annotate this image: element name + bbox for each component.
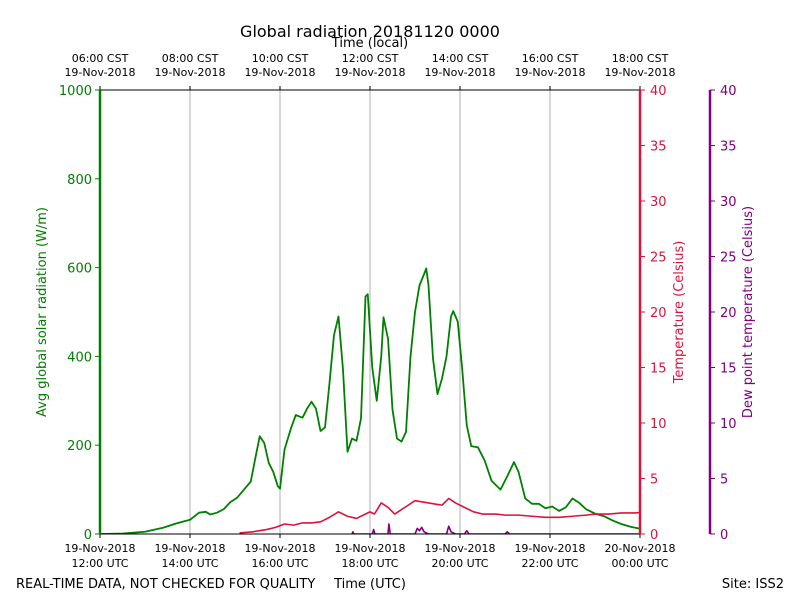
right2-tick-label: 5 [720,473,728,488]
x-tick-time: 22:00 UTC [521,557,578,570]
top-tick-time: 08:00 CST [162,52,219,65]
right-tick-label: 10 [650,417,667,432]
right-tick-label: 20 [650,306,667,321]
left-tick-label: 1000 [59,84,92,99]
right-tick-label: 30 [650,195,667,210]
top-tick-date: 19-Nov-2018 [604,66,675,79]
series-line-2 [239,497,640,534]
quality-footer: REAL-TIME DATA, NOT CHECKED FOR QUALITY [16,577,315,592]
left-axis-label: Avg global solar radiation (W/m) [35,207,50,417]
left-tick-label: 200 [67,439,92,454]
series-layer [100,267,640,534]
x-tick-date: 19-Nov-2018 [154,542,225,555]
right-tick-label: 5 [650,473,658,488]
right2-axis-label: Dew point temperature (Celsius) [741,206,756,418]
site-footer: Site: ISS2 [722,577,784,592]
axis-ticks: 19-Nov-2018 12:00 UTC 19-Nov-2018 14:00 UTC… [59,52,737,570]
right-axis-label: Temperature (Celsius) [672,241,687,385]
x-tick-date: 19-Nov-2018 [64,542,135,555]
x-tick-time: 12:00 UTC [71,557,128,570]
left-tick-label: 600 [67,262,92,277]
top-tick-date: 19-Nov-2018 [64,66,135,79]
left-tick-label: 800 [67,173,92,188]
x-tick-date: 19-Nov-2018 [244,542,315,555]
right2-tick-label: 10 [720,417,737,432]
x-tick-date: 19-Nov-2018 [334,542,405,555]
chart-title: Global radiation 20181120 0000 [240,22,500,41]
top-axis-label: Time (local) [331,36,408,51]
right-tick-label: 0 [650,528,658,543]
x-tick-date: 20-Nov-2018 [604,542,675,555]
top-tick-date: 19-Nov-2018 [424,66,495,79]
x-tick-date: 19-Nov-2018 [514,542,585,555]
top-tick-date: 19-Nov-2018 [154,66,225,79]
right2-tick-label: 40 [720,84,737,99]
right-tick-label: 40 [650,84,667,99]
right2-tick-label: 30 [720,195,737,210]
top-tick-time: 18:00 CST [612,52,669,65]
x-tick-date: 19-Nov-2018 [424,542,495,555]
x-tick-time: 00:00 UTC [611,557,668,570]
top-tick-date: 19-Nov-2018 [244,66,315,79]
top-tick-date: 19-Nov-2018 [334,66,405,79]
right2-tick-label: 25 [720,251,737,266]
x-tick-time: 16:00 UTC [251,557,308,570]
right2-tick-label: 35 [720,140,737,155]
right-tick-label: 35 [650,140,667,155]
right2-tick-label: 0 [720,528,728,543]
right2-tick-label: 15 [720,362,737,377]
left-tick-label: 0 [84,528,92,543]
x-tick-time: 18:00 UTC [341,557,398,570]
x-axis-label: Time (UTC) [333,577,406,592]
top-tick-time: 10:00 CST [252,52,309,65]
right2-tick-label: 20 [720,306,737,321]
grid-lines [189,90,551,534]
top-tick-time: 06:00 CST [72,52,129,65]
top-tick-time: 16:00 CST [522,52,579,65]
right-tick-label: 25 [650,251,667,266]
left-tick-label: 400 [67,350,92,365]
series-line-3 [351,523,640,534]
top-tick-time: 12:00 CST [342,52,399,65]
x-tick-time: 14:00 UTC [161,557,218,570]
top-tick-date: 19-Nov-2018 [514,66,585,79]
x-tick-time: 20:00 UTC [431,557,488,570]
top-tick-time: 14:00 CST [432,52,489,65]
series-line-1 [100,267,640,534]
right-tick-label: 15 [650,362,667,377]
